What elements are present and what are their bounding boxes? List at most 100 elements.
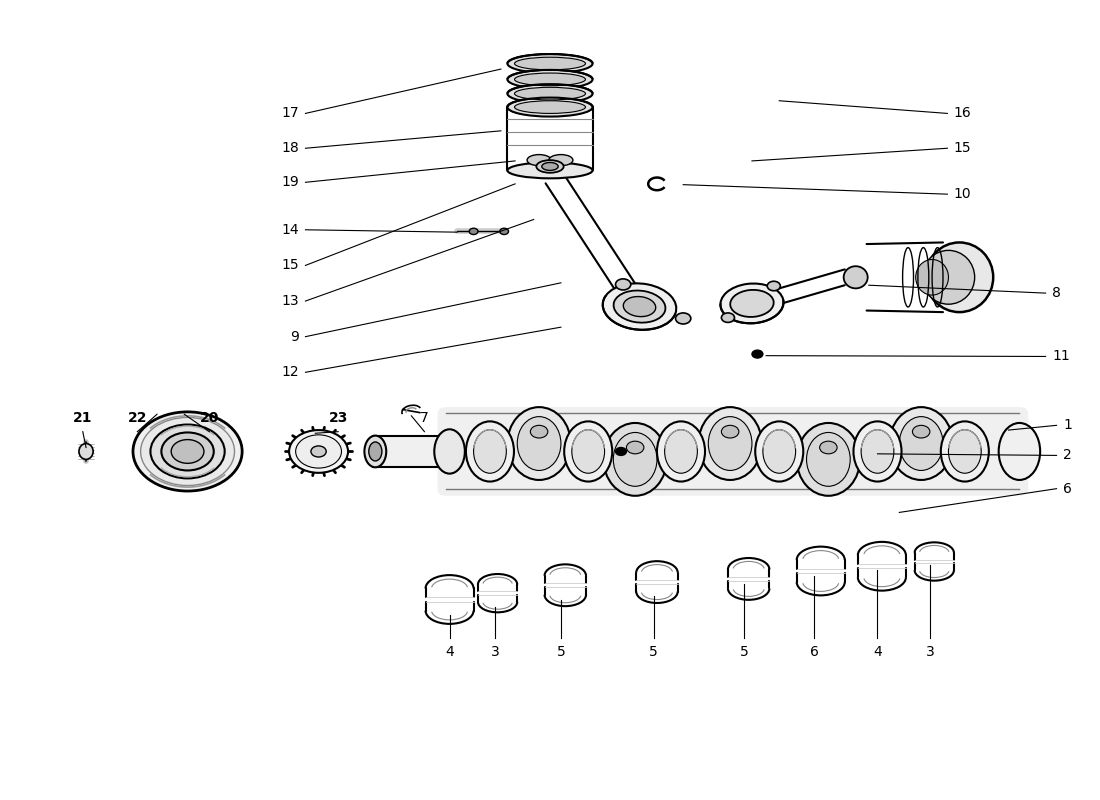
Ellipse shape — [470, 228, 477, 234]
Ellipse shape — [515, 87, 585, 100]
Ellipse shape — [517, 417, 561, 470]
Ellipse shape — [542, 162, 558, 170]
Text: 12: 12 — [282, 366, 299, 379]
Text: 20: 20 — [200, 411, 219, 426]
Text: 11: 11 — [1053, 350, 1070, 363]
Text: 3: 3 — [491, 646, 499, 659]
FancyBboxPatch shape — [438, 407, 1028, 496]
Text: 8: 8 — [1053, 286, 1062, 300]
Ellipse shape — [730, 290, 773, 317]
Text: 4: 4 — [446, 646, 454, 659]
Ellipse shape — [507, 407, 571, 480]
Ellipse shape — [922, 250, 975, 304]
Ellipse shape — [657, 422, 705, 482]
Ellipse shape — [289, 430, 348, 473]
Ellipse shape — [999, 423, 1041, 480]
Ellipse shape — [900, 417, 943, 470]
Ellipse shape — [133, 412, 242, 491]
Text: 3: 3 — [925, 646, 934, 659]
Ellipse shape — [368, 442, 382, 461]
Text: 6: 6 — [810, 646, 818, 659]
Text: 17: 17 — [282, 106, 299, 121]
Ellipse shape — [507, 70, 593, 89]
Ellipse shape — [603, 283, 676, 330]
Text: 5: 5 — [649, 646, 658, 659]
Ellipse shape — [925, 242, 993, 312]
Text: 21: 21 — [73, 411, 92, 426]
Ellipse shape — [474, 430, 506, 474]
Ellipse shape — [720, 283, 783, 323]
Ellipse shape — [141, 418, 234, 486]
Ellipse shape — [515, 58, 585, 70]
Ellipse shape — [507, 162, 593, 178]
Ellipse shape — [915, 259, 948, 295]
Ellipse shape — [515, 73, 585, 86]
Ellipse shape — [763, 430, 795, 474]
Ellipse shape — [890, 407, 953, 480]
Circle shape — [722, 313, 735, 322]
FancyBboxPatch shape — [373, 436, 452, 467]
Ellipse shape — [948, 430, 981, 474]
Text: 13: 13 — [282, 294, 299, 308]
Ellipse shape — [507, 54, 593, 73]
Circle shape — [912, 426, 930, 438]
Ellipse shape — [296, 435, 341, 468]
Text: 9: 9 — [290, 330, 299, 344]
Text: 15: 15 — [954, 142, 971, 155]
Ellipse shape — [507, 84, 593, 103]
Ellipse shape — [162, 433, 213, 470]
Ellipse shape — [564, 422, 613, 482]
Ellipse shape — [151, 425, 224, 478]
Ellipse shape — [844, 266, 868, 288]
Ellipse shape — [796, 423, 860, 496]
Circle shape — [722, 426, 739, 438]
Ellipse shape — [614, 290, 666, 322]
Ellipse shape — [698, 407, 762, 480]
Ellipse shape — [708, 417, 752, 470]
Circle shape — [616, 279, 630, 290]
Ellipse shape — [515, 101, 585, 114]
Ellipse shape — [499, 228, 508, 234]
Ellipse shape — [507, 98, 593, 117]
Ellipse shape — [364, 436, 386, 467]
Text: 15: 15 — [282, 258, 299, 273]
Circle shape — [820, 441, 837, 454]
Ellipse shape — [572, 430, 605, 474]
Text: 22: 22 — [128, 411, 147, 426]
Ellipse shape — [507, 98, 593, 116]
Text: 7: 7 — [420, 411, 429, 426]
Ellipse shape — [614, 433, 657, 486]
Text: 19: 19 — [282, 175, 299, 190]
Ellipse shape — [311, 446, 327, 457]
Circle shape — [752, 350, 763, 358]
Text: 2: 2 — [1063, 449, 1071, 462]
Text: 10: 10 — [954, 187, 971, 201]
Ellipse shape — [854, 422, 902, 482]
Circle shape — [530, 426, 548, 438]
Text: 18: 18 — [282, 142, 299, 155]
Text: 1: 1 — [1063, 418, 1072, 432]
Text: 6: 6 — [1063, 482, 1072, 496]
Ellipse shape — [172, 439, 204, 463]
Ellipse shape — [549, 154, 573, 166]
Ellipse shape — [537, 160, 563, 173]
Ellipse shape — [527, 154, 551, 166]
Ellipse shape — [756, 422, 803, 482]
Text: 4: 4 — [873, 646, 882, 659]
Text: 5: 5 — [740, 646, 749, 659]
Text: 5: 5 — [557, 646, 565, 659]
Circle shape — [675, 313, 691, 324]
Ellipse shape — [466, 422, 514, 482]
Text: 16: 16 — [954, 106, 971, 121]
Ellipse shape — [624, 297, 656, 317]
Text: 14: 14 — [282, 222, 299, 237]
Ellipse shape — [604, 423, 667, 496]
Ellipse shape — [861, 430, 894, 474]
Ellipse shape — [940, 422, 989, 482]
Text: 23: 23 — [329, 411, 348, 426]
Ellipse shape — [434, 430, 465, 474]
Circle shape — [767, 282, 780, 290]
Circle shape — [626, 441, 644, 454]
Ellipse shape — [79, 443, 94, 459]
Circle shape — [616, 447, 626, 455]
